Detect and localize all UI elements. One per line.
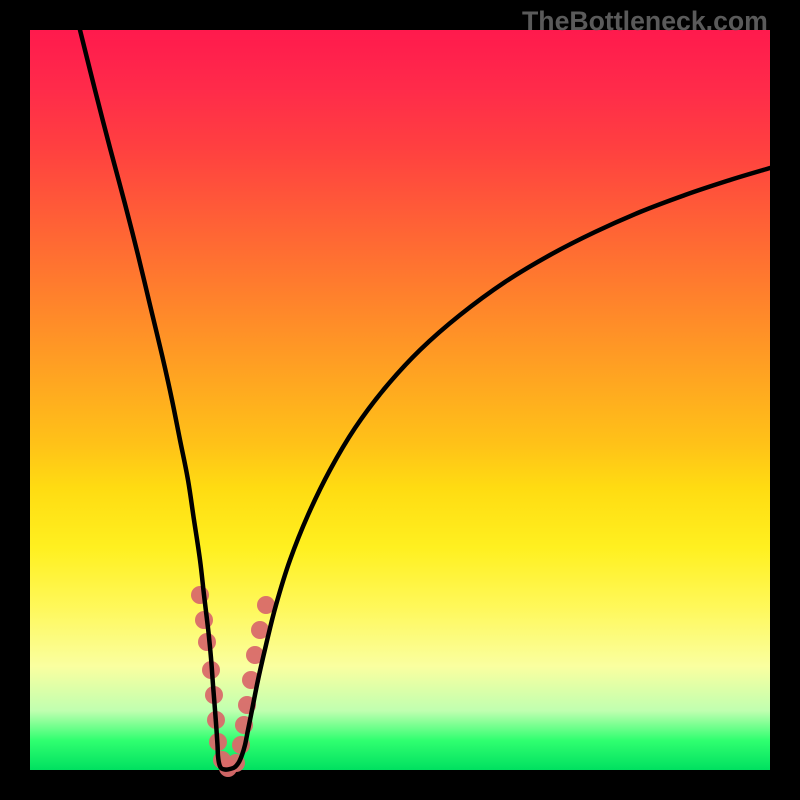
curve-layer [0,0,800,800]
watermark-text: TheBottleneck.com [522,6,768,37]
data-marker [195,611,213,629]
markers-group [191,586,275,777]
bottleneck-curve [80,30,770,770]
chart-frame: TheBottleneck.com [0,0,800,800]
